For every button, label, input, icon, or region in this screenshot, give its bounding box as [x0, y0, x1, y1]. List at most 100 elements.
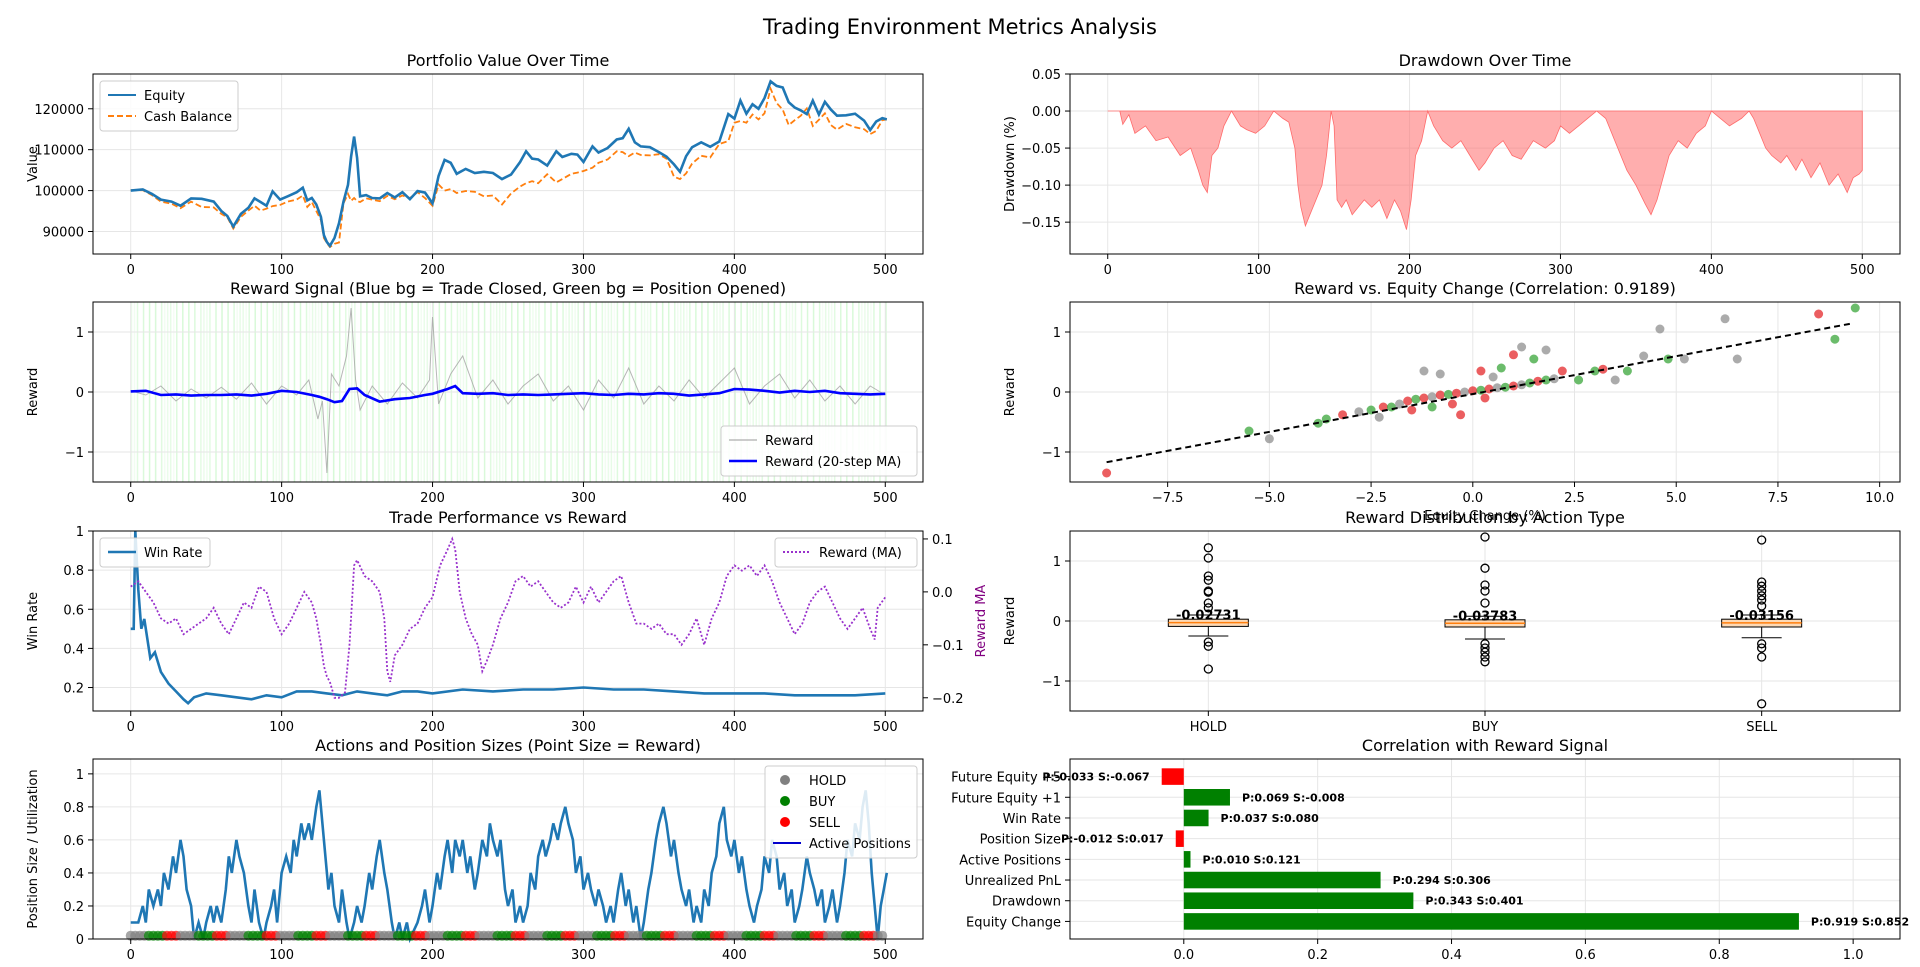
- legend-label: Equity: [144, 89, 185, 104]
- y-tick-label: Drawdown: [992, 895, 1061, 910]
- scatter-point: [1419, 366, 1429, 376]
- legend-label: Reward: [765, 434, 813, 449]
- box-flier: [1203, 641, 1213, 651]
- y-axis-label: Value: [26, 146, 41, 182]
- box-flier: [1480, 586, 1490, 596]
- box-flier: [1203, 553, 1213, 563]
- y-tick-label: 90000: [43, 226, 84, 241]
- box-flier: [1757, 601, 1767, 611]
- scatter-point: [1476, 366, 1486, 376]
- trend-line: [1106, 322, 1852, 464]
- y-tick-label: 0.8: [63, 801, 84, 816]
- x-tick-label: 300: [571, 948, 596, 963]
- y-tick-label: 0.4: [63, 642, 84, 657]
- y-axis-label: Win Rate: [26, 592, 41, 650]
- series-line: [130, 85, 887, 249]
- scatter-point: [1639, 351, 1649, 361]
- y-tick-label: −0.1: [932, 639, 964, 654]
- y-tick-label: Active Positions: [959, 853, 1061, 868]
- y-tick-label: 1: [76, 768, 84, 783]
- scatter-point: [1508, 350, 1518, 360]
- legend-box: [764, 765, 918, 859]
- x-tick-label: 100: [269, 263, 294, 278]
- scatter-point: [1732, 354, 1742, 364]
- box-flier: [1757, 595, 1767, 605]
- scatter-point: [1386, 402, 1396, 412]
- bar-value-label: P:0.010 S:0.121: [1202, 853, 1300, 866]
- scatter-point: [1590, 366, 1600, 376]
- legend-box: [720, 425, 918, 477]
- drawdown-area: [1107, 109, 1863, 230]
- legend-box: [774, 537, 918, 568]
- axes-frame: [92, 530, 924, 712]
- scatter-point: [1427, 402, 1437, 412]
- legend-label: Win Rate: [144, 546, 202, 561]
- x-tick-label: 500: [873, 491, 898, 506]
- chart-reward_by_action: Reward Distribution by Action Type Reward…: [1003, 508, 1901, 735]
- scatter-point: [1814, 309, 1824, 319]
- y-tick-label: −1: [65, 446, 84, 461]
- x-tick-label: 10.0: [1865, 491, 1894, 506]
- scatter-point: [1655, 324, 1665, 334]
- y-tick-label: Equity Change: [966, 915, 1061, 930]
- x-tick-label: 200: [420, 263, 445, 278]
- y-axis-label-right: Reward MA: [974, 585, 989, 658]
- scatter-point: [1480, 393, 1490, 403]
- y-tick-label: 110000: [34, 144, 84, 159]
- x-tick-label: 0.0: [1462, 491, 1483, 506]
- series-line: [130, 790, 889, 944]
- x-tick-label: 1.0: [1843, 948, 1864, 963]
- y-tick-label: −0.2: [932, 692, 964, 707]
- y-tick-label: 1: [76, 326, 84, 341]
- y-tick-label: 0.2: [63, 900, 84, 915]
- y-tick-label: −0.10: [1021, 179, 1061, 194]
- y-tick-label: Win Rate: [1003, 812, 1061, 827]
- x-tick-label: BUY: [1472, 720, 1498, 735]
- scatter-point: [1679, 354, 1689, 364]
- x-tick-label: 7.5: [1768, 491, 1789, 506]
- scatter-point: [1622, 366, 1632, 376]
- y-tick-label: 0.8: [63, 564, 84, 579]
- scatter-point: [1517, 342, 1527, 352]
- box-flier: [1757, 577, 1767, 587]
- legend-box: [99, 80, 239, 132]
- scatter-point: [1378, 402, 1388, 412]
- x-tick-label: 0: [127, 491, 135, 506]
- bar-value-label: P:0.294 S:0.306: [1393, 874, 1492, 887]
- scatter-point: [1830, 334, 1840, 344]
- scatter-point: [1663, 354, 1673, 364]
- x-tick-label: 400: [722, 263, 747, 278]
- x-axis-label: Equity Change (%): [1424, 509, 1546, 524]
- x-tick-label: 300: [571, 491, 596, 506]
- x-tick-label: 200: [420, 720, 445, 735]
- box-flier: [1203, 575, 1213, 585]
- action-point: [877, 930, 888, 941]
- x-tick-label: 200: [420, 948, 445, 963]
- chart-title: Reward Distribution by Action Type: [1345, 508, 1625, 527]
- series-line: [130, 536, 887, 699]
- scatter-point: [1541, 375, 1551, 385]
- box-flier: [1480, 598, 1490, 608]
- x-tick-label: 500: [873, 948, 898, 963]
- box-flier: [1480, 657, 1490, 667]
- y-tick-label: 0.1: [932, 533, 953, 548]
- scatter-point: [1374, 412, 1384, 422]
- correlation-bar: [1161, 768, 1184, 785]
- chart-title: Reward vs. Equity Change (Correlation: 0…: [1294, 279, 1676, 298]
- x-tick-label: 100: [1246, 263, 1271, 278]
- axes-frame: [1069, 73, 1901, 255]
- scatter-point: [1264, 434, 1274, 444]
- y-axis-label: Position Size / Utilization: [26, 769, 41, 928]
- x-tick-label: 200: [420, 491, 445, 506]
- scatter-point: [1496, 363, 1506, 373]
- chart-title: Portfolio Value Over Time: [407, 51, 610, 70]
- y-tick-label: 0.2: [63, 682, 84, 697]
- scatter-point: [1407, 405, 1417, 415]
- x-tick-label: 300: [571, 263, 596, 278]
- chart-drawdown: Drawdown Over Time Drawdown (%) 0 100 200 300…: [1003, 51, 1901, 278]
- x-tick-label: 0: [1104, 263, 1112, 278]
- chart-title: Actions and Position Sizes (Point Size =…: [315, 736, 701, 755]
- y-tick-label: 0.00: [1032, 105, 1061, 120]
- scatter-point: [1447, 399, 1457, 409]
- scatter-point: [1557, 366, 1567, 376]
